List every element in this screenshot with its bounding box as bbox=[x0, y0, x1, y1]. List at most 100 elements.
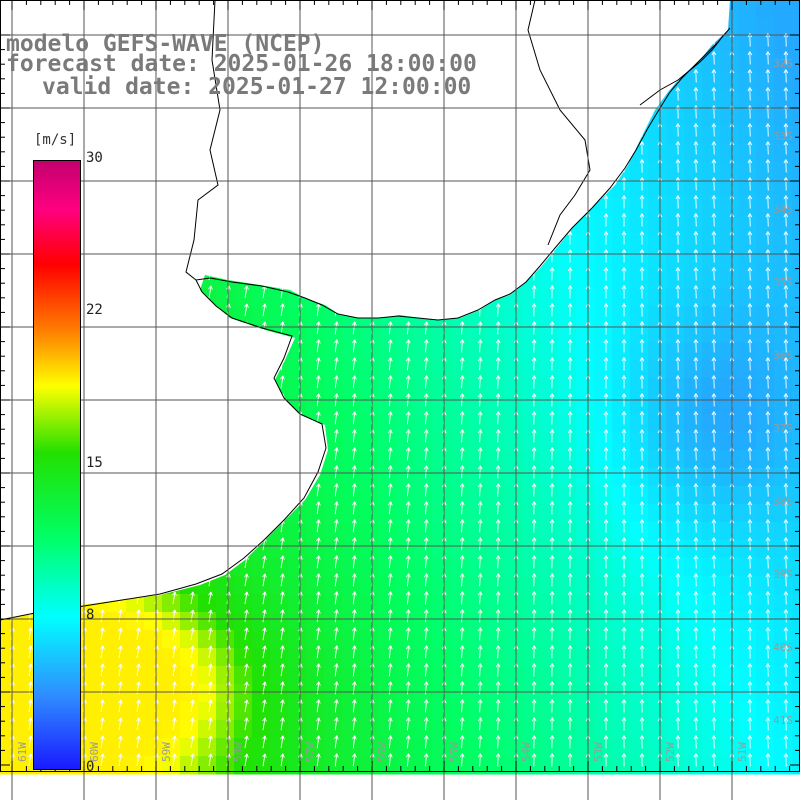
wind-speed-cell bbox=[378, 738, 397, 757]
wind-speed-cell bbox=[612, 486, 631, 505]
wind-speed-cell bbox=[612, 396, 631, 415]
wind-arrow bbox=[765, 51, 771, 65]
wind-speed-cell bbox=[306, 612, 325, 631]
wind-speed-cell bbox=[576, 324, 595, 343]
wind-speed-cell bbox=[576, 234, 595, 253]
wind-speed-cell bbox=[162, 648, 181, 667]
wind-speed-cell bbox=[702, 252, 721, 271]
wind-speed-cell bbox=[432, 558, 451, 577]
wind-speed-cell bbox=[360, 612, 379, 631]
wind-speed-cell bbox=[738, 108, 757, 127]
wind-speed-cell bbox=[522, 594, 541, 613]
wind-speed-cell bbox=[324, 558, 343, 577]
wind-speed-cell bbox=[576, 468, 595, 487]
wind-speed-cell bbox=[234, 702, 253, 721]
wind-speed-cell bbox=[738, 216, 757, 235]
wind-speed-cell bbox=[360, 648, 379, 667]
wind-speed-cell bbox=[612, 558, 631, 577]
wind-speed-cell bbox=[468, 360, 487, 379]
wind-speed-cell bbox=[558, 432, 577, 451]
wind-speed-cell bbox=[684, 594, 703, 613]
wind-speed-cell bbox=[738, 684, 757, 703]
wind-speed-cell bbox=[486, 558, 505, 577]
wind-speed-cell bbox=[396, 522, 415, 541]
wind-speed-cell bbox=[666, 702, 685, 721]
wind-speed-cell bbox=[756, 540, 775, 559]
wind-speed-cell bbox=[594, 306, 613, 325]
wind-speed-cell bbox=[648, 216, 667, 235]
wind-speed-cell bbox=[666, 252, 685, 271]
wind-speed-cell bbox=[756, 126, 775, 145]
wind-speed-cell bbox=[576, 486, 595, 505]
wind-speed-cell bbox=[522, 432, 541, 451]
wind-speed-cell bbox=[576, 720, 595, 739]
wind-speed-cell bbox=[756, 684, 775, 703]
wind-speed-cell bbox=[18, 702, 37, 721]
wind-speed-cell bbox=[648, 360, 667, 379]
wind-speed-cell bbox=[594, 468, 613, 487]
wind-speed-cell bbox=[774, 234, 793, 253]
wind-speed-cell bbox=[756, 702, 775, 721]
wind-speed-cell bbox=[522, 630, 541, 649]
wind-speed-cell bbox=[432, 450, 451, 469]
wind-speed-cell bbox=[396, 414, 415, 433]
wind-speed-cell bbox=[702, 378, 721, 397]
wind-speed-cell bbox=[486, 576, 505, 595]
wind-speed-cell bbox=[774, 18, 793, 37]
wind-speed-cell bbox=[540, 378, 559, 397]
wind-speed-cell bbox=[720, 72, 739, 91]
wind-speed-cell bbox=[720, 540, 739, 559]
wind-speed-cell bbox=[378, 432, 397, 451]
wind-speed-cell bbox=[504, 558, 523, 577]
wind-speed-cell bbox=[576, 666, 595, 685]
wind-speed-cell bbox=[432, 612, 451, 631]
wind-speed-cell bbox=[720, 576, 739, 595]
wind-speed-cell bbox=[630, 414, 649, 433]
wind-speed-cell bbox=[378, 360, 397, 379]
wind-speed-cell bbox=[720, 108, 739, 127]
wind-speed-cell bbox=[486, 594, 505, 613]
wind-speed-cell bbox=[738, 630, 757, 649]
wind-speed-cell bbox=[342, 738, 361, 757]
wind-speed-cell bbox=[270, 684, 289, 703]
wind-speed-cell bbox=[756, 306, 775, 325]
wind-speed-cell bbox=[324, 450, 343, 469]
wind-speed-cell bbox=[342, 450, 361, 469]
wind-speed-cell bbox=[720, 90, 739, 109]
wind-speed-cell bbox=[486, 630, 505, 649]
wind-speed-cell bbox=[342, 684, 361, 703]
wind-arrow bbox=[783, 51, 789, 65]
wind-speed-cell bbox=[396, 540, 415, 559]
wind-speed-cell bbox=[144, 594, 163, 613]
wind-speed-cell bbox=[792, 666, 800, 685]
wind-speed-cell bbox=[594, 486, 613, 505]
wind-speed-cell bbox=[0, 738, 19, 757]
wind-speed-cell bbox=[720, 738, 739, 757]
wind-speed-cell bbox=[324, 432, 343, 451]
wind-speed-cell bbox=[738, 234, 757, 253]
wind-speed-cell bbox=[576, 216, 595, 235]
wind-speed-cell bbox=[720, 396, 739, 415]
wind-speed-cell bbox=[18, 720, 37, 739]
wind-arrow bbox=[711, 69, 717, 83]
wind-speed-cell bbox=[738, 540, 757, 559]
wind-speed-cell bbox=[432, 576, 451, 595]
wind-speed-cell bbox=[486, 486, 505, 505]
wind-speed-cell bbox=[630, 216, 649, 235]
wind-speed-cell bbox=[684, 252, 703, 271]
wind-speed-cell bbox=[612, 612, 631, 631]
wind-speed-cell bbox=[18, 630, 37, 649]
wind-speed-cell bbox=[756, 0, 775, 19]
lon-label: 58W bbox=[232, 742, 245, 762]
wind-speed-cell bbox=[540, 324, 559, 343]
wind-speed-cell bbox=[504, 702, 523, 721]
wind-speed-cell bbox=[306, 522, 325, 541]
wind-speed-cell bbox=[612, 702, 631, 721]
wind-speed-cell bbox=[306, 684, 325, 703]
wind-speed-cell bbox=[540, 738, 559, 757]
wind-speed-cell bbox=[630, 522, 649, 541]
wind-speed-cell bbox=[648, 144, 667, 163]
wind-speed-cell bbox=[720, 162, 739, 181]
wind-speed-cell bbox=[216, 684, 235, 703]
wind-speed-cell bbox=[684, 414, 703, 433]
